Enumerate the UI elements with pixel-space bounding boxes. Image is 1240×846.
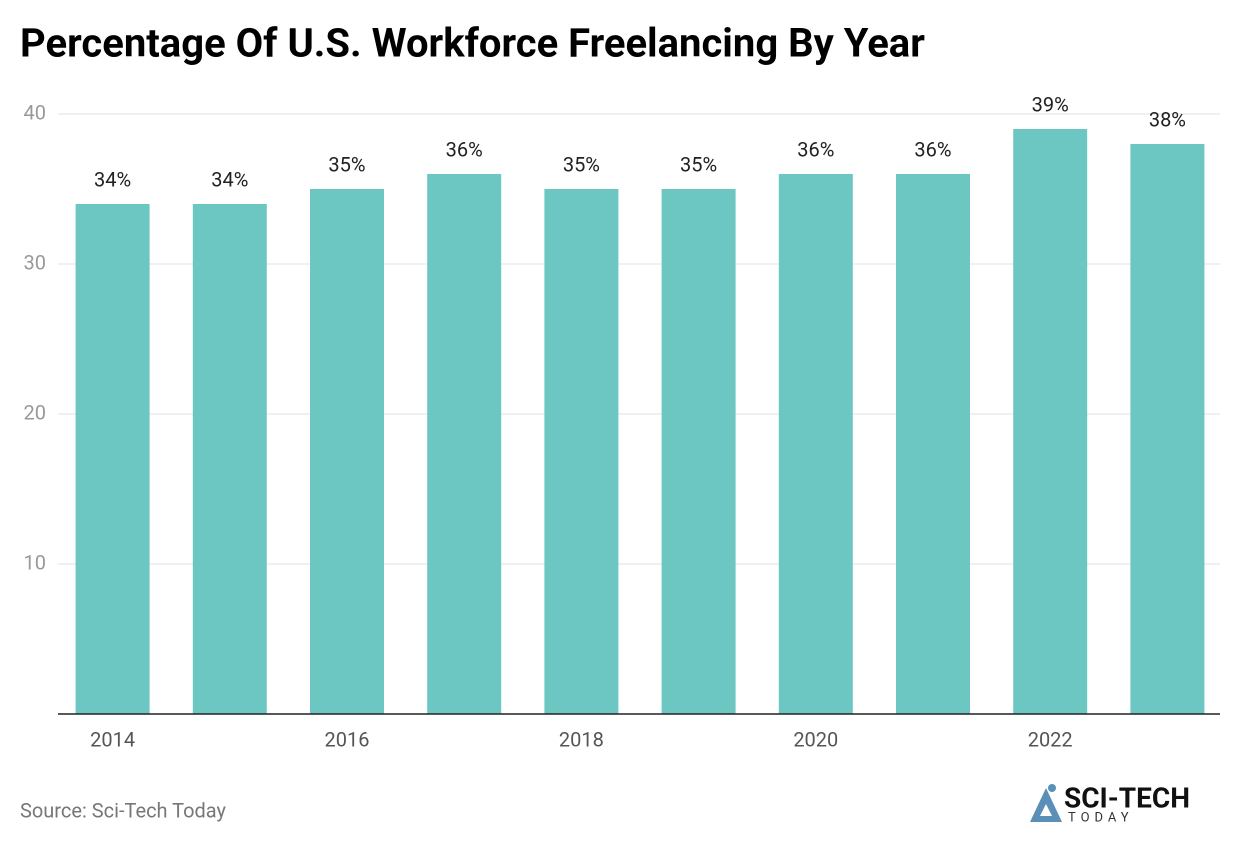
value-label: 36% — [797, 137, 834, 161]
y-tick-label: 10 — [24, 550, 46, 574]
x-tick-label: 2020 — [793, 727, 838, 751]
x-tick-label: 2014 — [90, 727, 135, 751]
bar — [192, 204, 267, 714]
value-label: 36% — [914, 137, 951, 161]
bar — [427, 174, 502, 714]
logo-text: SCI-TECH — [1064, 781, 1190, 814]
bar — [661, 189, 736, 714]
source: Source: Sci-Tech Today — [20, 798, 227, 822]
value-label: 39% — [1032, 92, 1069, 116]
value-label: 35% — [680, 152, 717, 176]
logo: SCI-TECH TODAY — [1030, 781, 1190, 825]
bar — [778, 174, 853, 714]
value-label: 36% — [446, 137, 483, 161]
y-tick-label: 30 — [24, 250, 46, 274]
value-label: 35% — [328, 152, 365, 176]
x-tick-label: 2016 — [325, 727, 370, 751]
bar — [75, 204, 150, 714]
logo-subtext: TODAY — [1068, 810, 1134, 825]
y-tick-label: 40 — [24, 100, 46, 124]
value-label: 38% — [1149, 107, 1186, 131]
value-label: 35% — [563, 152, 600, 176]
bar — [1130, 144, 1205, 714]
chart-title: Percentage Of U.S. Workforce Freelancing… — [20, 20, 925, 67]
bar — [896, 174, 970, 714]
logo-dot — [1048, 784, 1056, 792]
value-label: 34% — [211, 167, 248, 191]
value-label: 34% — [94, 167, 131, 191]
bar — [1013, 129, 1088, 714]
bar — [544, 189, 619, 714]
x-tick-label: 2022 — [1028, 727, 1073, 751]
bar — [310, 189, 384, 714]
plot-area: 10 20 30 40 2014 34% 34% 2016 35% 36% 2018 35% 35% 20… — [24, 92, 1220, 751]
logo-icon — [1030, 788, 1062, 822]
x-tick-label: 2018 — [559, 727, 604, 751]
y-tick-label: 20 — [24, 400, 46, 424]
